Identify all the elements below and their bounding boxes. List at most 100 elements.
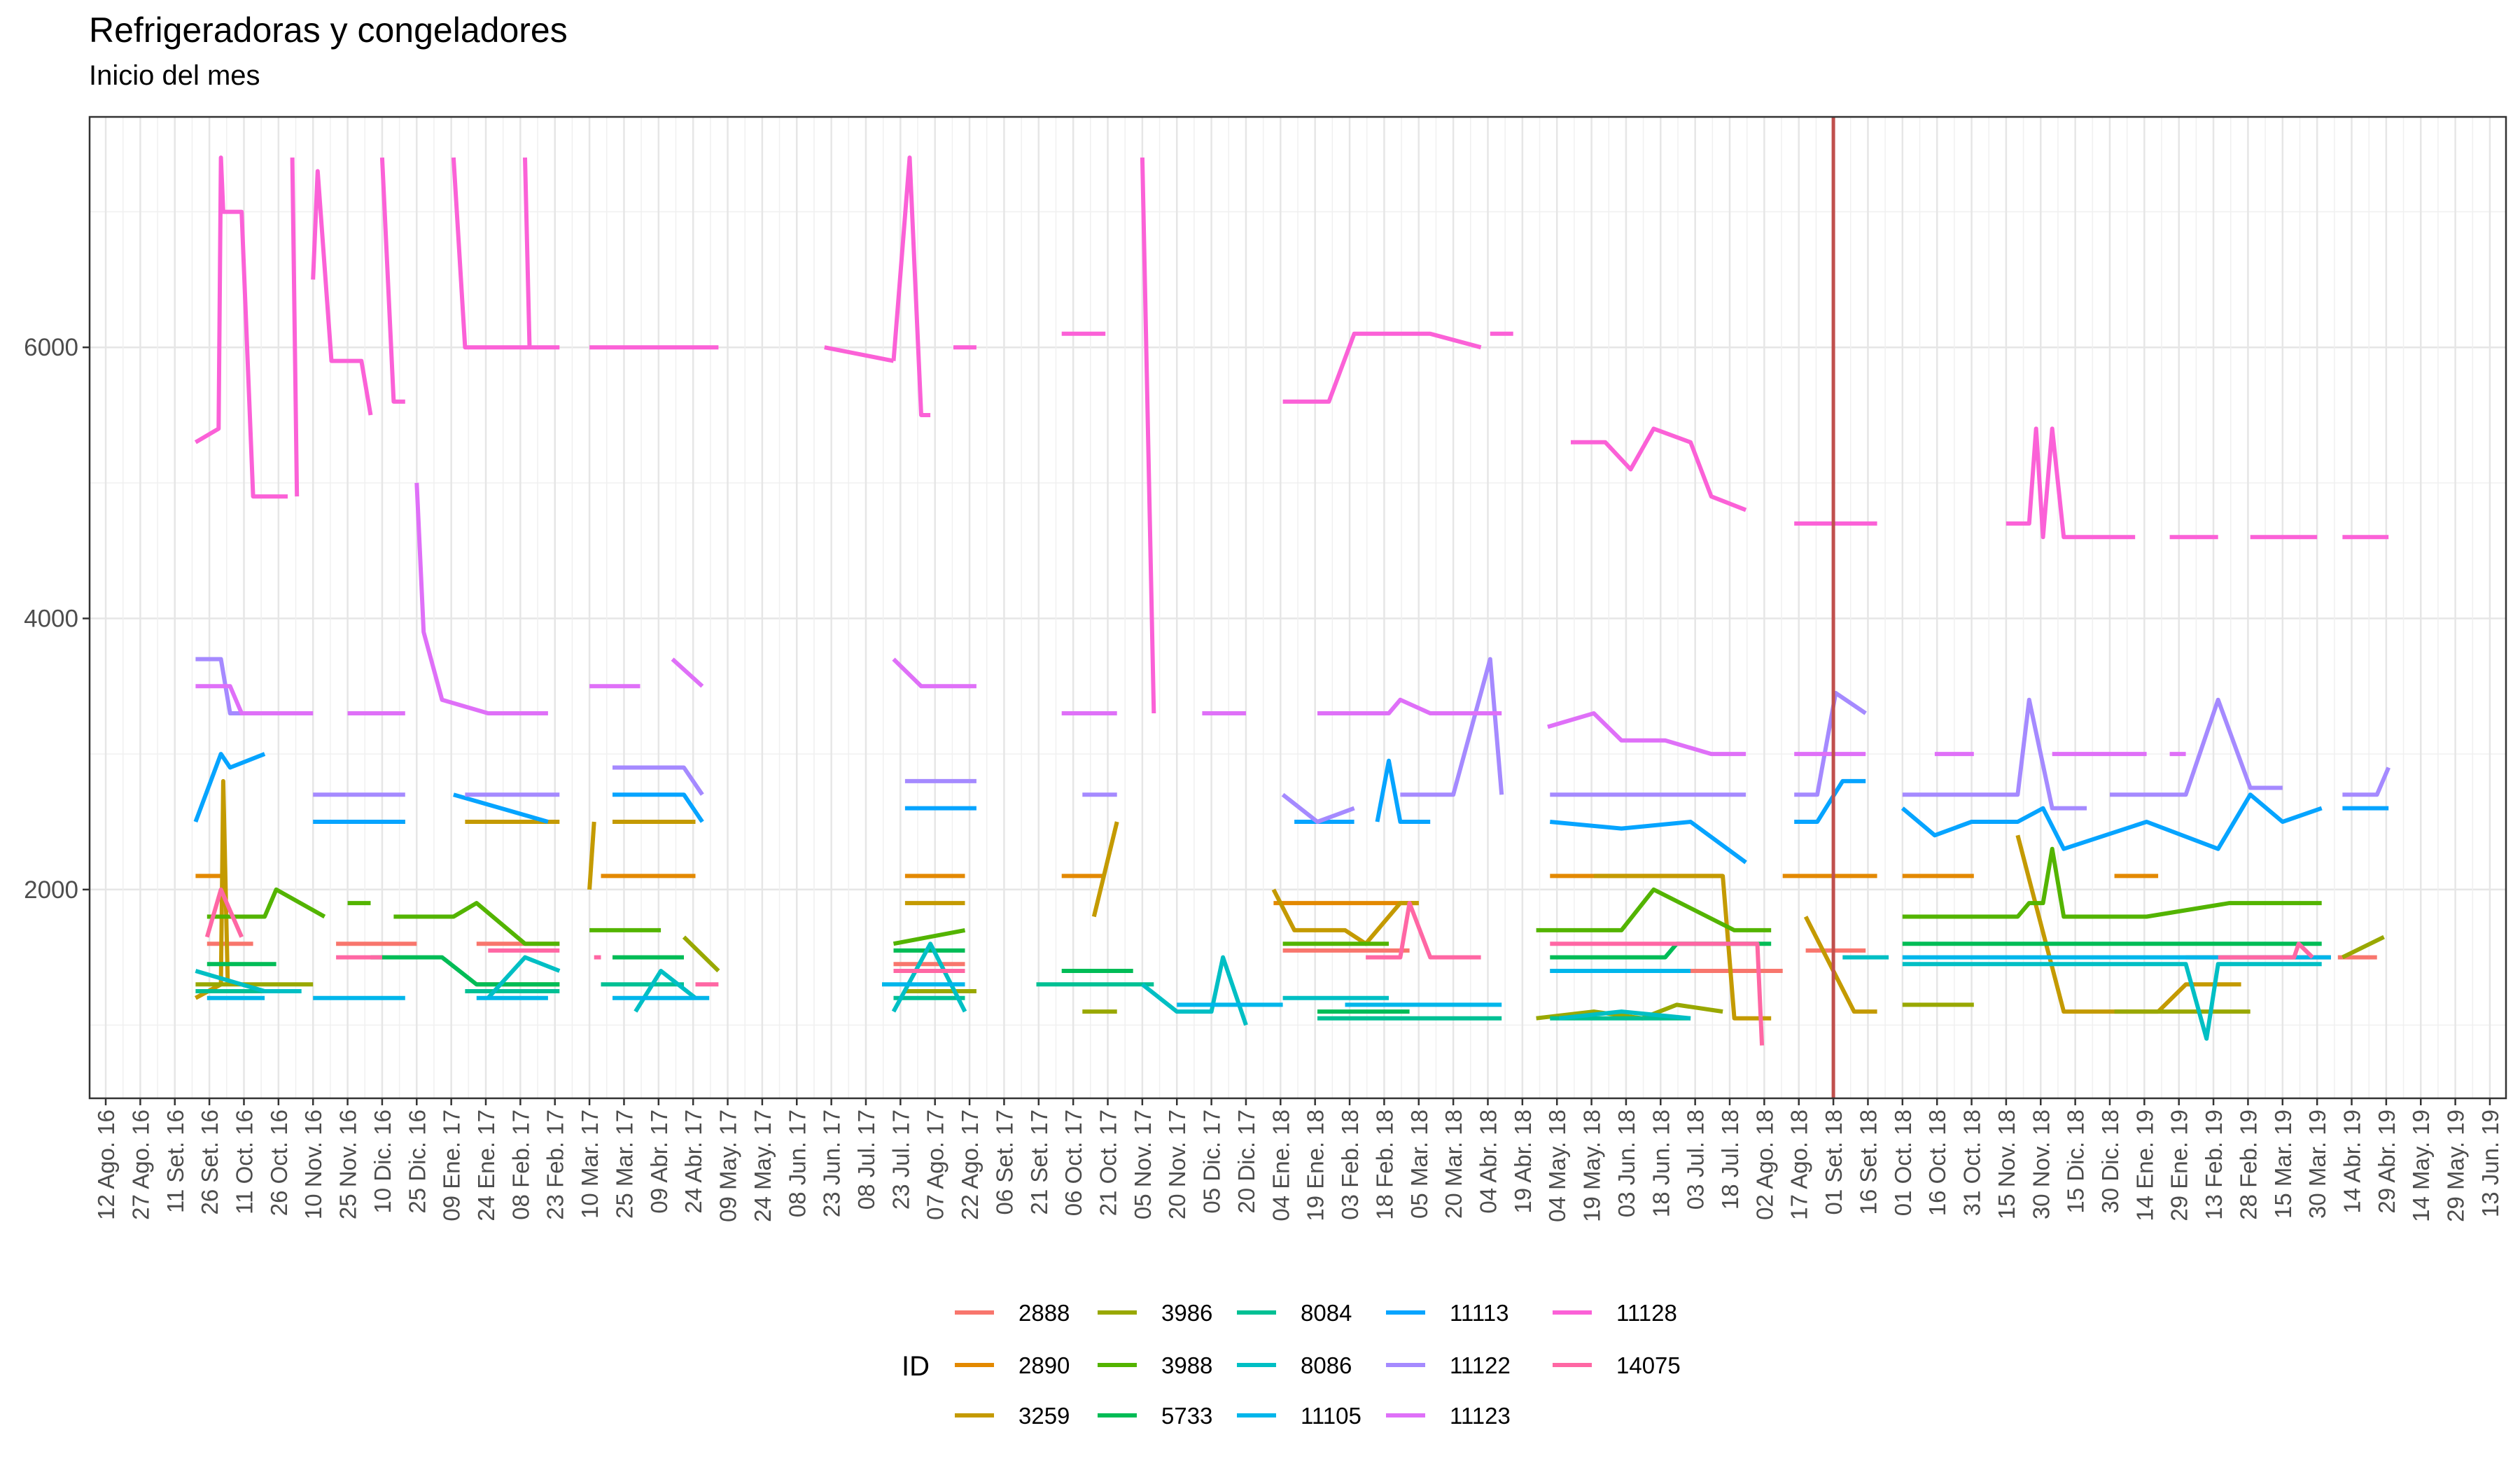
x-tick-label: 03 Jun. 18 xyxy=(1614,1110,1639,1217)
x-tick-label: 10 Dic. 16 xyxy=(370,1110,396,1214)
y-tick-label: 6000 xyxy=(24,334,78,361)
x-tick-label: 03 Jul. 18 xyxy=(1683,1110,1709,1210)
x-tick-label: 15 Nov. 18 xyxy=(1994,1110,2019,1219)
series-11128-segment xyxy=(2005,426,2136,540)
series-3988-segment xyxy=(206,887,326,919)
y-axis: 2000 4000 6000 xyxy=(24,334,90,904)
x-tick-label: 25 Dic. 16 xyxy=(404,1110,430,1214)
series-11128-segment xyxy=(379,157,405,404)
series-8086-segment xyxy=(1141,955,1248,1026)
x-tick-label: 15 Mar. 19 xyxy=(2270,1110,2296,1219)
series-5733 xyxy=(206,941,2322,1014)
x-tick-label: 19 Abr. 18 xyxy=(1510,1110,1536,1214)
series-11113-segment xyxy=(453,792,549,824)
series-lines xyxy=(193,155,2390,1046)
series-11122-segment xyxy=(1794,691,1867,797)
series-11128-segment xyxy=(311,169,373,416)
series-11113 xyxy=(193,752,2389,864)
series-11128-segment xyxy=(1282,331,1482,404)
x-tick-label: 29 Ene. 19 xyxy=(2166,1110,2192,1222)
x-tick-label: 10 Mar. 17 xyxy=(577,1110,603,1219)
x-tick-label: 20 Nov. 17 xyxy=(1164,1110,1190,1219)
x-tick-label: 30 Nov. 18 xyxy=(2028,1110,2054,1219)
x-tick-label: 23 Feb. 17 xyxy=(542,1110,568,1220)
x-tick-label: 17 Ago. 18 xyxy=(1786,1110,1812,1220)
series-11113-segment xyxy=(612,792,704,823)
series-14075-segment xyxy=(2218,941,2314,960)
series-11128-segment xyxy=(824,345,895,363)
x-tick-label: 07 Ago. 17 xyxy=(923,1110,948,1220)
series-3986-segment xyxy=(682,935,720,973)
legend-label-2888: 2888 xyxy=(1018,1300,1070,1326)
series-3259-segment xyxy=(1593,874,1772,1021)
chart-title: Refrigeradoras y congeladores xyxy=(89,10,568,50)
x-tick-label: 19 Ene. 18 xyxy=(1303,1110,1329,1222)
x-tick-label: 22 Ago. 17 xyxy=(957,1110,983,1220)
x-tick-label: 24 May. 17 xyxy=(750,1110,776,1222)
series-11122-segment xyxy=(2110,697,2283,797)
x-tick-label: 05 Mar. 18 xyxy=(1406,1110,1432,1219)
series-14075-segment xyxy=(1550,941,1765,1046)
series-3988 xyxy=(206,846,2322,946)
x-tick-label: 03 Feb. 18 xyxy=(1337,1110,1363,1220)
series-3259-segment xyxy=(587,821,596,890)
series-11113-segment xyxy=(1375,758,1431,824)
x-tick-label: 28 Feb. 19 xyxy=(2235,1110,2261,1220)
x-tick-label: 04 Ene. 18 xyxy=(1268,1110,1294,1222)
series-11128-segment xyxy=(1140,158,1156,714)
x-tick-label: 25 Nov. 16 xyxy=(335,1110,361,1219)
series-8086-segment xyxy=(891,941,967,1013)
series-11122-segment xyxy=(1902,697,2087,811)
x-tick-label: 13 Jun. 19 xyxy=(2477,1110,2503,1217)
series-5733-segment xyxy=(370,955,560,987)
legend-label-11123: 11123 xyxy=(1450,1403,1511,1429)
x-tick-label: 24 Ene. 17 xyxy=(473,1110,499,1222)
x-tick-label: 09 Abr. 17 xyxy=(646,1110,672,1214)
x-tick-label: 25 Mar. 17 xyxy=(612,1110,638,1219)
x-tick-label: 18 Jul. 18 xyxy=(1717,1110,1743,1210)
legend-label-14075: 14075 xyxy=(1616,1352,1681,1378)
x-tick-label: 18 Feb. 18 xyxy=(1371,1110,1397,1220)
x-axis: 12 Ago. 16 27 Ago. 16 11 Set. 16 26 Set. 16… xyxy=(93,1098,2503,1222)
x-tick-label: 23 Jul. 17 xyxy=(888,1110,913,1210)
series-3986-segment xyxy=(2342,934,2385,960)
y-tick-label: 4000 xyxy=(24,605,78,632)
legend-label-11122: 11122 xyxy=(1450,1352,1511,1378)
series-14075 xyxy=(204,887,2314,1046)
x-tick-label: 26 Set. 16 xyxy=(197,1110,223,1214)
x-tick-label: 27 Ago. 16 xyxy=(127,1110,153,1220)
series-8086-segment xyxy=(195,969,302,993)
series-3259-segment xyxy=(1091,821,1119,918)
series-14075-segment xyxy=(1366,901,1481,960)
chart-subtitle: Inicio del mes xyxy=(89,60,260,91)
x-tick-label: 01 Oct. 18 xyxy=(1890,1110,1916,1216)
legend-label-3988: 3988 xyxy=(1161,1352,1212,1378)
x-tick-label: 12 Ago. 16 xyxy=(93,1110,119,1220)
series-8086-segment xyxy=(486,955,561,1000)
x-tick-label: 21 Set. 17 xyxy=(1026,1110,1052,1214)
x-tick-label: 01 Set. 18 xyxy=(1821,1110,1847,1214)
legend-label-3986: 3986 xyxy=(1161,1300,1212,1326)
x-tick-label: 04 May. 18 xyxy=(1544,1110,1570,1222)
x-tick-label: 20 Dic. 17 xyxy=(1233,1110,1259,1214)
x-tick-label: 15 Dic. 18 xyxy=(2063,1110,2089,1214)
series-11113-segment xyxy=(1794,778,1866,824)
legend-label-3259: 3259 xyxy=(1018,1403,1070,1429)
legend-title: ID xyxy=(902,1351,930,1382)
series-3259-segment xyxy=(1271,888,1419,946)
series-11128 xyxy=(194,155,2389,714)
x-tick-label: 06 Oct. 17 xyxy=(1060,1110,1086,1216)
x-tick-label: 30 Mar. 19 xyxy=(2304,1110,2330,1219)
series-11123-segment xyxy=(414,482,548,715)
series-3988-segment xyxy=(1536,887,1772,932)
x-tick-label: 05 Dic. 17 xyxy=(1199,1110,1225,1214)
series-11123 xyxy=(195,482,2186,757)
legend-label-2890: 2890 xyxy=(1018,1352,1070,1378)
series-11105 xyxy=(206,955,2331,1007)
x-tick-label: 29 Abr. 19 xyxy=(2374,1110,2400,1214)
legend-label-11113: 11113 xyxy=(1450,1300,1508,1326)
series-3988-segment xyxy=(393,901,560,946)
series-11123-segment xyxy=(892,657,976,689)
legend-label-8086: 8086 xyxy=(1301,1352,1352,1378)
